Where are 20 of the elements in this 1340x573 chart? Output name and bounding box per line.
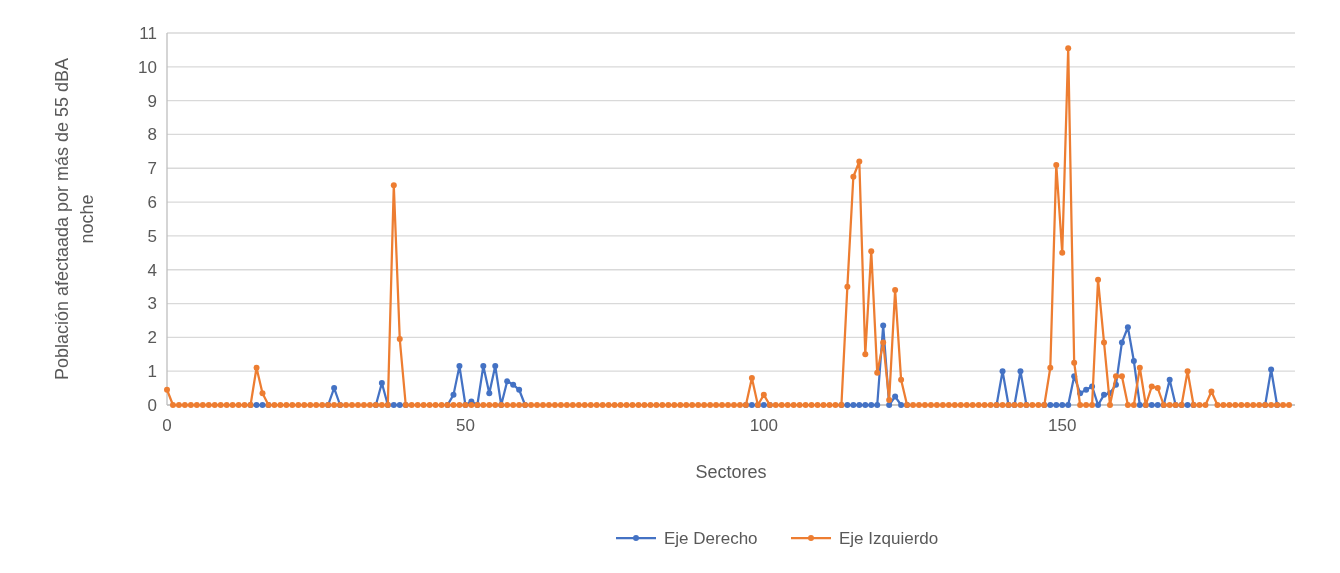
x-tick-label: 0 (162, 416, 172, 435)
x-axis-title: Sectores (695, 462, 767, 482)
y-tick-label: 1 (147, 362, 157, 382)
x-tick-label: 150 (1048, 416, 1077, 435)
y-tick-label: 6 (147, 193, 157, 213)
y-tick-label: 0 (147, 395, 157, 415)
y-tick-label: 10 (138, 57, 157, 77)
y-tick-label: 4 (147, 260, 157, 280)
y-tick-label: 9 (147, 91, 157, 111)
y-tick-label: 2 (147, 328, 157, 348)
x-tick-label: 100 (749, 416, 779, 435)
y-tick-label: 11 (139, 23, 157, 43)
y-tick-label: 3 (147, 294, 157, 314)
y-tick-label: 8 (147, 125, 157, 145)
y-tick-label: 5 (147, 226, 157, 246)
x-tick-label: 50 (455, 416, 475, 435)
y-tick-label: 7 (147, 159, 157, 179)
legend-label: Eje Izquierdo (839, 528, 939, 548)
y-axis-title: Población afectaada por más de 55 dBA noche (52, 57, 97, 381)
legend-label: Eje Derecho (664, 528, 758, 548)
